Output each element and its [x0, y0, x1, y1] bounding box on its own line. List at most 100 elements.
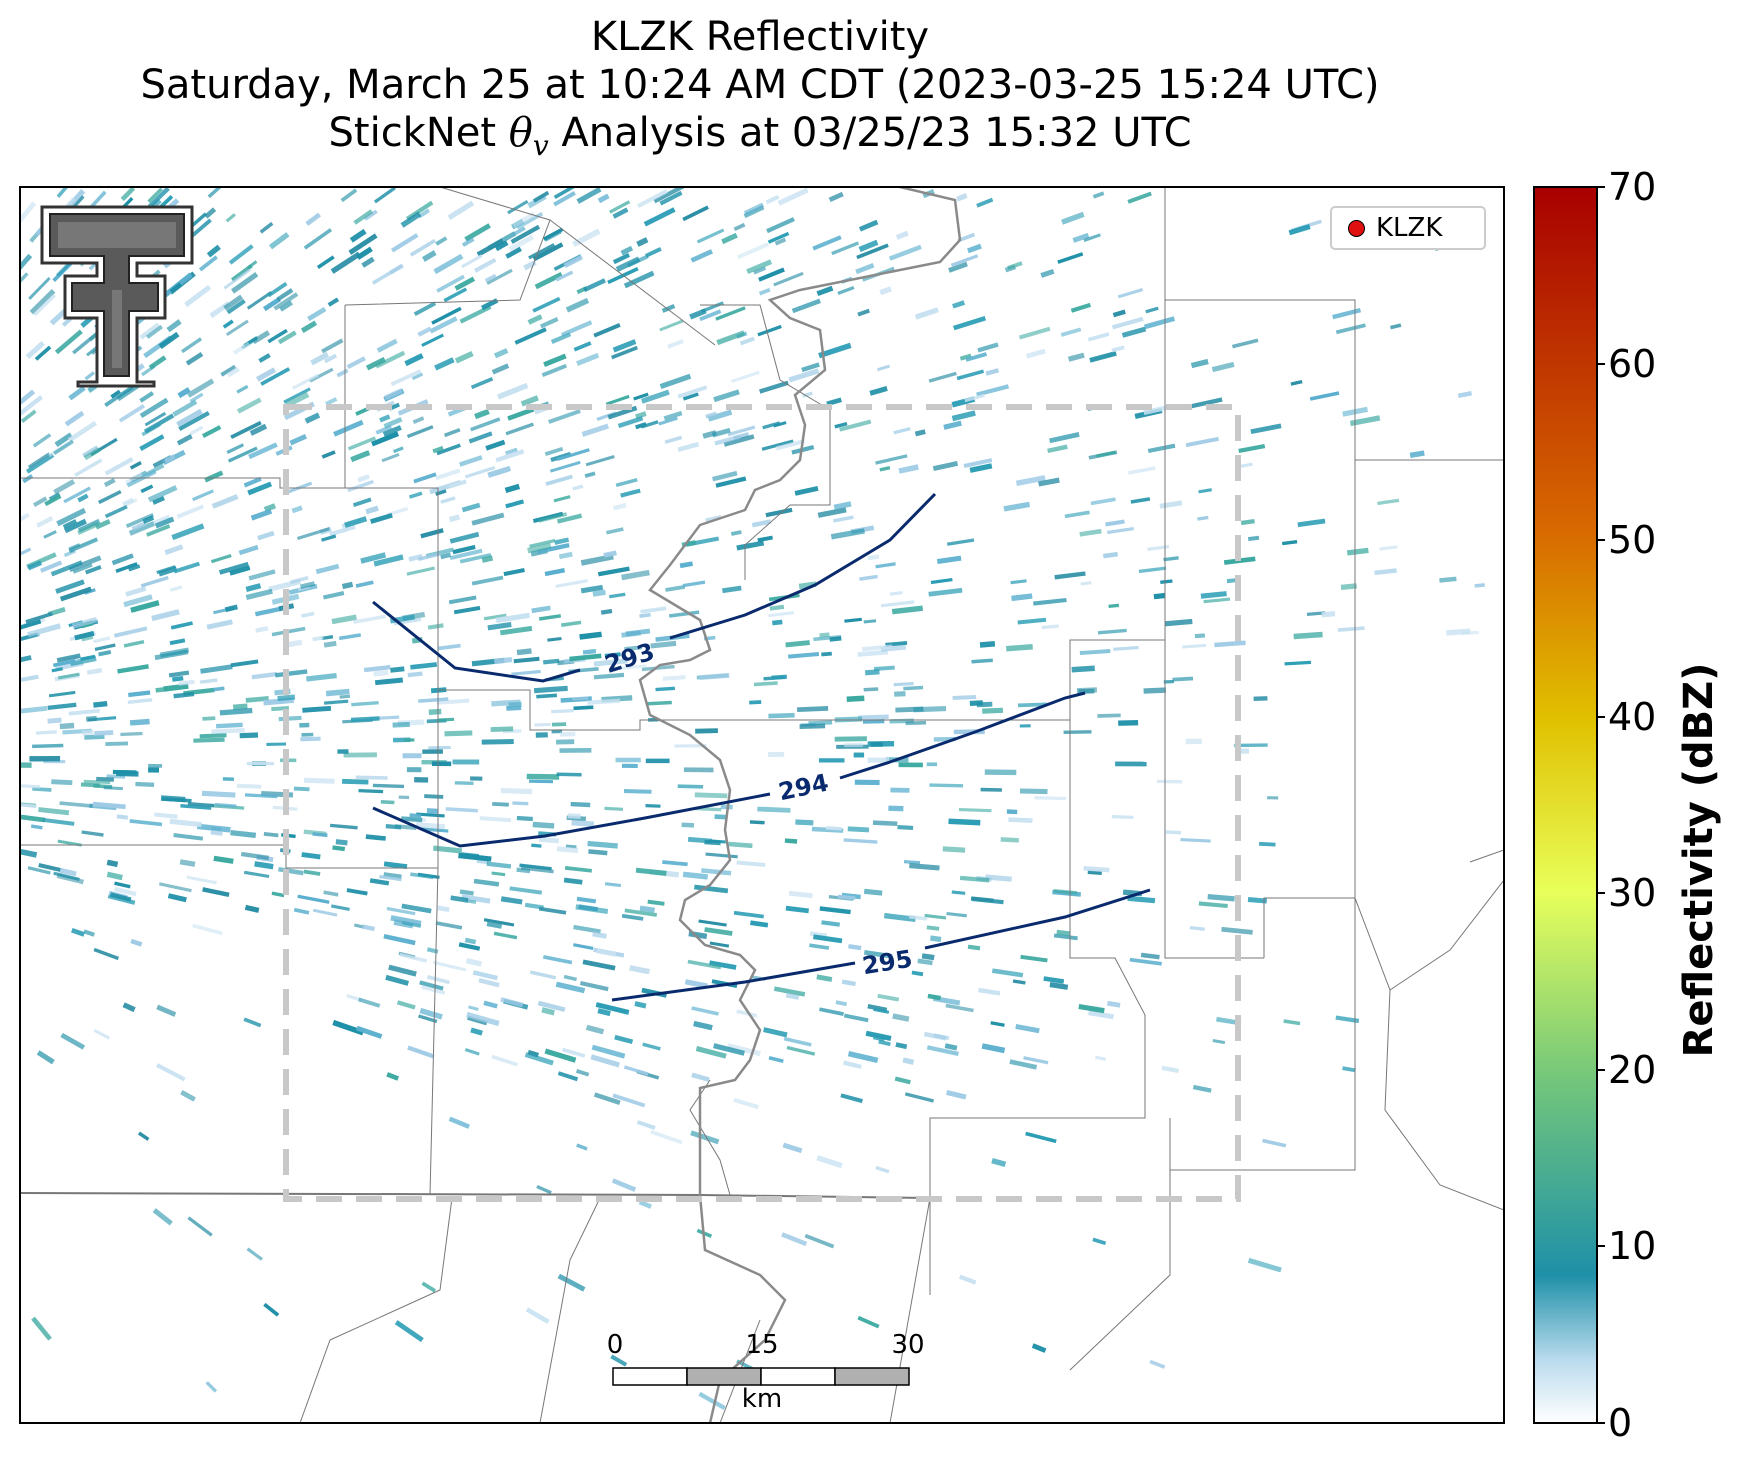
radar-gate — [219, 707, 253, 716]
radar-gate — [84, 371, 95, 381]
radar-gate — [103, 786, 123, 791]
radar-gate — [811, 826, 844, 833]
radar-gate — [897, 825, 914, 830]
radar-gate — [865, 669, 880, 676]
radar-gate — [783, 1036, 812, 1047]
radar-gate — [371, 264, 403, 285]
radar-gate — [332, 845, 346, 852]
radar-gate — [829, 636, 842, 642]
radar-gate — [94, 643, 116, 651]
radar-gate — [152, 1208, 173, 1226]
radar-gate — [169, 638, 186, 646]
radar-gate — [60, 1032, 86, 1050]
radar-gate — [120, 187, 136, 202]
radar-gate — [355, 580, 374, 588]
radar-gate — [875, 562, 896, 569]
radar-gate — [527, 1049, 539, 1058]
radar-gate — [819, 906, 851, 915]
radar-gate — [419, 1007, 443, 1020]
radar-gate — [640, 420, 659, 429]
radar-gate — [575, 1069, 590, 1077]
radar-gate — [226, 366, 240, 378]
radar-gate — [587, 840, 618, 849]
radar-gate — [1015, 475, 1046, 487]
radar-gate — [213, 855, 234, 864]
legend-marker-radar — [1348, 220, 1365, 237]
radar-gate — [40, 560, 63, 573]
radar-gate — [426, 975, 450, 985]
radar-gate — [232, 703, 248, 710]
radar-gate — [877, 993, 900, 1002]
radar-gate — [131, 521, 147, 532]
radar-gate — [409, 813, 422, 818]
radar-gate — [54, 329, 83, 355]
radar-gate — [263, 1302, 280, 1317]
radar-gate — [151, 609, 180, 622]
radar-gate — [797, 706, 829, 713]
radar-gate — [405, 200, 434, 221]
radar-gate — [1018, 326, 1051, 340]
radar-gate — [59, 722, 75, 730]
radar-gate — [53, 479, 76, 495]
radar-gate — [63, 486, 91, 504]
radar-gate — [636, 1120, 656, 1130]
radar-gate — [173, 561, 201, 574]
radar-gate — [612, 339, 637, 353]
radar-gate — [1185, 436, 1219, 448]
radar-gate — [1221, 926, 1253, 935]
radar-gate — [773, 986, 806, 997]
radar-gate — [839, 419, 872, 432]
radar-gate — [500, 997, 524, 1008]
radar-gate — [1127, 466, 1156, 475]
radar-gate — [346, 356, 366, 370]
radar-gate — [1083, 233, 1101, 242]
radar-gate — [169, 585, 183, 592]
radar-gate — [817, 507, 847, 518]
radar-gate — [544, 1048, 577, 1063]
radar-gate — [112, 769, 137, 775]
radar-gate — [894, 691, 906, 697]
radar-gate — [612, 253, 631, 265]
radar-gate — [576, 896, 597, 904]
radar-gate — [113, 886, 137, 897]
radar-gate — [788, 890, 813, 899]
radar-gate — [791, 445, 815, 455]
radar-gate — [831, 241, 860, 256]
radar-gate — [640, 389, 670, 404]
radar-gate — [33, 293, 56, 317]
colorbar-tick-30: 30 — [1608, 871, 1657, 915]
radar-gate — [56, 507, 87, 527]
radar-gate — [162, 797, 192, 803]
radar-gate — [902, 1057, 915, 1065]
radar-gate — [695, 728, 718, 734]
radar-gate — [466, 1011, 500, 1027]
radar-gate — [904, 1092, 935, 1103]
radar-gate — [583, 278, 606, 293]
radar-gate — [56, 653, 81, 663]
radar-gate — [1088, 1010, 1114, 1020]
radar-gate — [538, 837, 560, 844]
radar-gate — [567, 813, 581, 819]
radar-gate — [1172, 676, 1194, 682]
radar-gate — [733, 910, 764, 919]
radar-gate — [538, 512, 568, 523]
radar-gate — [460, 254, 483, 269]
radar-gate — [774, 237, 787, 246]
radar-gate — [1212, 1039, 1226, 1045]
radar-gate — [346, 888, 368, 896]
radar-gate — [527, 542, 552, 554]
radar-gate — [170, 621, 194, 630]
radar-gate — [705, 411, 718, 419]
radar-gate — [259, 221, 274, 234]
scale-bar-unit: km — [741, 1384, 783, 1414]
radar-gate — [312, 908, 338, 917]
radar-gate — [661, 303, 676, 313]
radar-gate — [173, 691, 195, 699]
radar-gate — [534, 272, 563, 290]
radar-gate — [453, 605, 481, 615]
radar-gate — [572, 228, 601, 247]
radar-gate — [1283, 1019, 1301, 1026]
radar-gate — [1250, 423, 1282, 435]
radar-gate — [93, 700, 108, 708]
radar-gate — [490, 726, 514, 733]
